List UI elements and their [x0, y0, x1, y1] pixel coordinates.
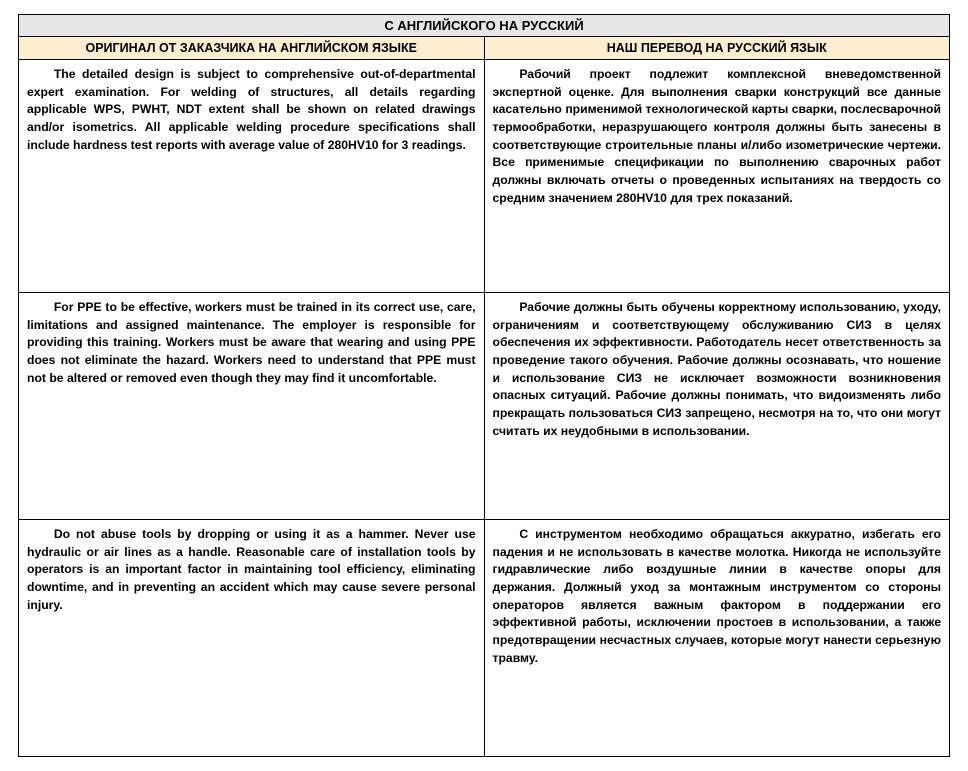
column-header-original: ОРИГИНАЛ ОТ ЗАКАЗЧИКА НА АНГЛИЙСКОМ ЯЗЫК…: [19, 37, 485, 60]
translation-cell: С инструментом необходимо обращаться акк…: [484, 520, 950, 757]
original-text: The detailed design is subject to compre…: [27, 66, 476, 154]
table-row: Do not abuse tools by dropping or using …: [19, 520, 950, 757]
original-cell: Do not abuse tools by dropping or using …: [19, 520, 485, 757]
translation-table: С АНГЛИЙСКОГО НА РУССКИЙ ОРИГИНАЛ ОТ ЗАК…: [18, 14, 950, 757]
translation-text: Рабочие должны быть обучены корректному …: [493, 299, 942, 441]
table-header-row: ОРИГИНАЛ ОТ ЗАКАЗЧИКА НА АНГЛИЙСКОМ ЯЗЫК…: [19, 37, 950, 60]
original-cell: The detailed design is subject to compre…: [19, 60, 485, 293]
translation-text: С инструментом необходимо обращаться акк…: [493, 526, 942, 668]
original-text: For PPE to be effective, workers must be…: [27, 299, 476, 387]
document-page: С АНГЛИЙСКОГО НА РУССКИЙ ОРИГИНАЛ ОТ ЗАК…: [0, 0, 968, 771]
table-title: С АНГЛИЙСКОГО НА РУССКИЙ: [19, 15, 950, 37]
translation-text: Рабочий проект подлежит комплексной внев…: [493, 66, 942, 208]
table-row: The detailed design is subject to compre…: [19, 60, 950, 293]
translation-cell: Рабочий проект подлежит комплексной внев…: [484, 60, 950, 293]
original-text: Do not abuse tools by dropping or using …: [27, 526, 476, 614]
original-cell: For PPE to be effective, workers must be…: [19, 293, 485, 520]
column-header-translation: НАШ ПЕРЕВОД НА РУССКИЙ ЯЗЫК: [484, 37, 950, 60]
table-row: For PPE to be effective, workers must be…: [19, 293, 950, 520]
table-title-row: С АНГЛИЙСКОГО НА РУССКИЙ: [19, 15, 950, 37]
translation-cell: Рабочие должны быть обучены корректному …: [484, 293, 950, 520]
